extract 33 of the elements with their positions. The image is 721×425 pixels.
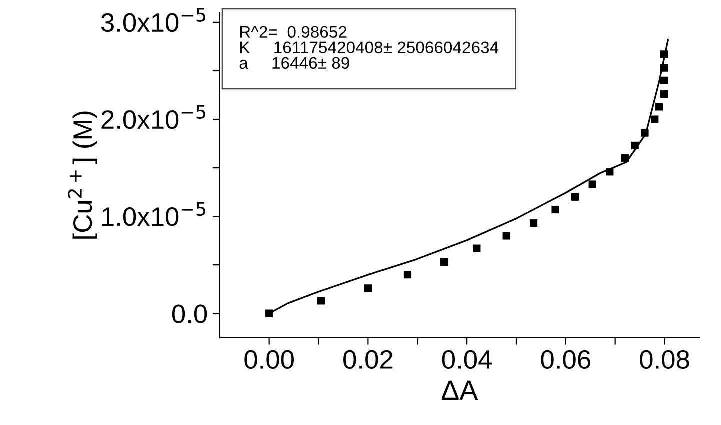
point bbox=[588, 180, 596, 188]
point bbox=[651, 116, 659, 124]
point bbox=[404, 270, 412, 279]
point bbox=[660, 64, 668, 72]
y-tick-label: 3.0x10$^{−5}$ bbox=[101, 8, 206, 32]
point bbox=[621, 154, 630, 162]
point bbox=[552, 206, 560, 214]
point bbox=[364, 284, 372, 292]
point bbox=[530, 220, 538, 228]
point bbox=[660, 76, 668, 84]
point bbox=[641, 129, 649, 137]
point bbox=[660, 50, 668, 58]
y-tick-label: 2.0x10$^{−5}$ bbox=[102, 105, 206, 130]
y-axis-title: [Cu$^{2+}$] (M) bbox=[68, 112, 98, 239]
point bbox=[473, 244, 481, 252]
point bbox=[631, 142, 639, 150]
x-tick-label: 0.02 bbox=[344, 350, 393, 370]
y-tick-label: 0.0 bbox=[172, 304, 208, 324]
x-tick-label: 0.06 bbox=[541, 350, 590, 370]
x-tick-label: 0.08 bbox=[640, 350, 690, 370]
point bbox=[660, 90, 668, 98]
point bbox=[606, 168, 614, 176]
x-tick-label: 0.00 bbox=[244, 350, 294, 370]
point bbox=[266, 310, 274, 318]
point bbox=[572, 193, 580, 201]
x-axis-title: ΔA bbox=[442, 380, 478, 400]
point bbox=[656, 103, 664, 111]
y-tick-label: 1.0x10$^{−5}$ bbox=[102, 202, 206, 226]
point bbox=[440, 258, 448, 266]
annotation: R^2= 0.98652 K 161175420408± 25066042634 a 16446± 89 bbox=[240, 26, 499, 70]
point bbox=[317, 297, 326, 305]
point bbox=[502, 232, 510, 240]
x-tick-label: 0.04 bbox=[442, 350, 492, 370]
